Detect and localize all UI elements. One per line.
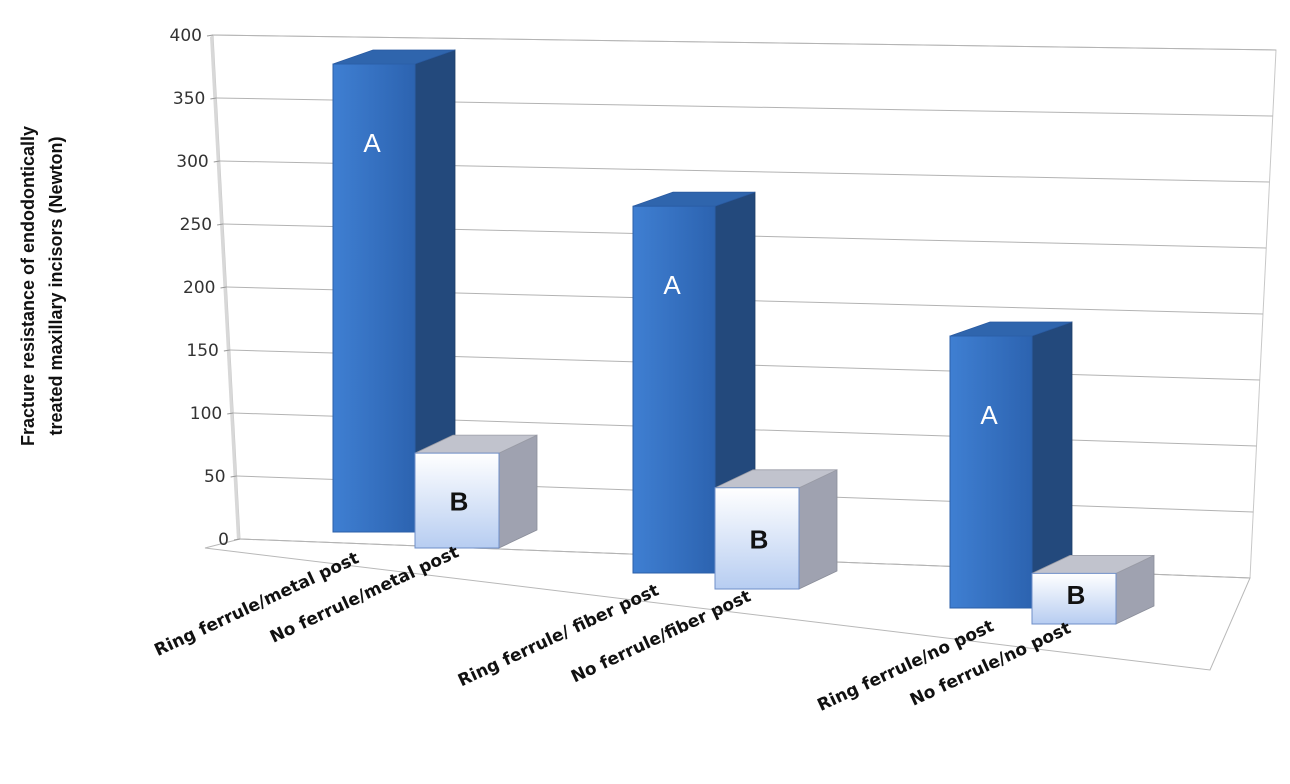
tick-mark: [206, 34, 214, 37]
y-tick-label: 250: [180, 215, 212, 235]
y-tick-label: 350: [173, 89, 205, 109]
bar: [714, 469, 838, 590]
bar-letter: A: [663, 270, 681, 300]
bar-front: [949, 335, 1033, 609]
tick-mark: [233, 538, 241, 541]
bar: [414, 434, 538, 549]
bar-letter: A: [980, 400, 998, 430]
y-axis-label-line-2: treated maxillary incisors (Newton): [46, 136, 66, 435]
y-tick-label: 300: [176, 152, 208, 172]
y-axis-label-line-1: Fracture resistance of endodontically: [18, 126, 38, 446]
bar-front: [632, 205, 716, 574]
bar-letter: A: [363, 128, 381, 158]
y-tick-label: 150: [186, 341, 218, 361]
y-axis-label: Fracture resistance of endodontically tr…: [18, 126, 66, 446]
bar-letter: B: [450, 487, 469, 517]
tick-mark: [210, 97, 217, 100]
tick-mark: [230, 475, 237, 478]
bar-letter: B: [1067, 580, 1086, 610]
bar: [1031, 554, 1155, 625]
bar-front: [1031, 572, 1117, 625]
gridline: [212, 34, 1277, 51]
tick-mark: [223, 349, 230, 352]
bar-front: [414, 452, 500, 549]
y-tick-label: 50: [204, 467, 226, 487]
bar-side: [798, 469, 838, 590]
y-axis-ticks: 0 50 100 150 200 250 300 350 400: [170, 26, 229, 550]
y-tick-label: 200: [183, 278, 215, 298]
bar-side: [498, 434, 538, 549]
bars: [332, 49, 1155, 625]
category-label: Ring ferrule/ fiber post: [455, 580, 662, 691]
bar-letter: B: [750, 524, 769, 554]
tick-mark: [227, 412, 234, 415]
y-tick-label: 0: [218, 530, 229, 550]
tick-mark: [220, 286, 227, 289]
bar: [949, 321, 1073, 609]
y-tick-label: 400: [170, 26, 202, 46]
bar: [632, 191, 756, 574]
bar: [332, 49, 456, 533]
bar-front: [714, 487, 800, 590]
tick-mark: [217, 223, 224, 226]
y-tick-label: 100: [190, 404, 222, 424]
tick-mark: [213, 160, 220, 163]
significance-letters: A B A B A B: [363, 128, 1085, 610]
